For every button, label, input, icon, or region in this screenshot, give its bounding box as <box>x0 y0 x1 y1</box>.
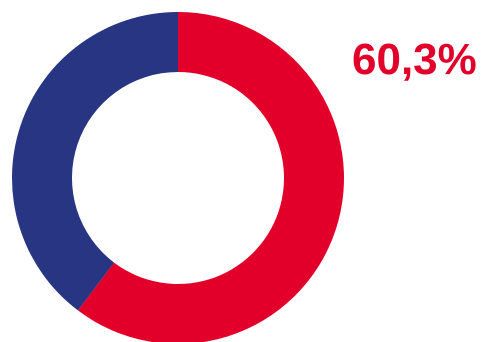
donut-slice-1 <box>77 12 344 342</box>
donut-slice-2 <box>12 12 179 311</box>
percentage-label: 60,3% <box>352 35 477 84</box>
donut-slices <box>12 12 344 342</box>
